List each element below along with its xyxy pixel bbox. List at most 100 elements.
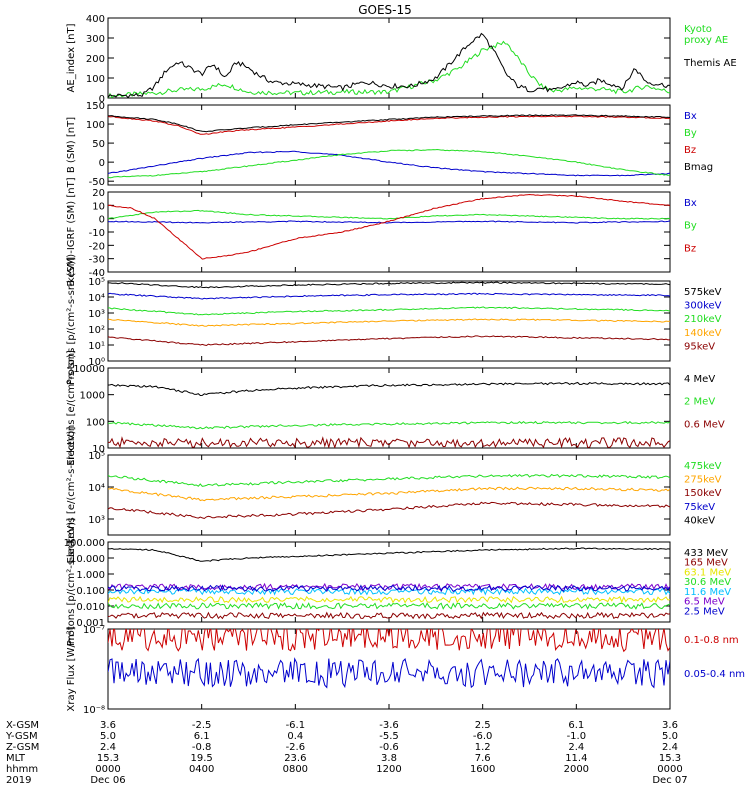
panel-frame xyxy=(107,191,671,273)
series-line-0-6-mev xyxy=(108,436,670,448)
series-line-bmag xyxy=(108,114,670,133)
y-axis-label: B (SM) [nT] xyxy=(66,117,77,173)
x-row-value: 2.4 xyxy=(568,742,584,753)
x-row-value: 0800 xyxy=(283,764,308,775)
y-tick-label: -10 xyxy=(89,228,105,239)
y-tick-label: 0 xyxy=(99,158,105,169)
y-tick-label: 10⁵ xyxy=(88,277,105,288)
y-tick-label: 10.000 xyxy=(70,554,105,565)
x-row-value: 2000 xyxy=(564,764,589,775)
series-line-bx xyxy=(108,150,670,177)
legend-label: Bx xyxy=(684,198,697,209)
legend-label: 575keV xyxy=(684,287,722,298)
y-tick-label: 10000 xyxy=(73,364,105,375)
series-line-575kev xyxy=(108,281,670,289)
legend-label: 0.6 MeV xyxy=(684,419,725,430)
legend-label: 6.5 MeV xyxy=(684,597,725,608)
series-line-2-mev xyxy=(108,420,670,430)
legend-label: 433 MeV xyxy=(684,548,728,559)
x-row-value: 5.0 xyxy=(100,731,116,742)
panel-2: -50 0 50 100 150 B (SM) [nT] Bx By Bz Bmag xyxy=(66,101,713,188)
y-axis-label: Protons [p/(cm²-s-sr-keV)] xyxy=(66,518,77,646)
x-row-label: Y-GSM xyxy=(5,731,38,742)
y-tick-label: 10³ xyxy=(88,515,105,526)
series-line-150kev xyxy=(108,501,670,520)
series-line-30-6-mev xyxy=(108,602,670,610)
legend-label: 140keV xyxy=(684,328,722,339)
x-row-value: 15.3 xyxy=(97,753,119,764)
y-tick-label: 10¹ xyxy=(88,341,105,352)
x-axis-table: X-GSM 3.6 -2.5 -6.1 -3.6 2.5 6.1 3.6 Y-GSM 5.0 6.1… xyxy=(5,720,688,786)
y-tick-label: 10³ xyxy=(88,309,105,320)
x-row-value: 6.1 xyxy=(568,720,584,731)
panel-6: 10³ 10⁴ 10⁵ Electrons [e/(cm²-s-sr-keV)] 475… xyxy=(66,426,722,563)
y-tick-label: 10⁻⁸ xyxy=(83,705,105,716)
series-line-275kev xyxy=(108,486,670,502)
series-line-6-5-mev xyxy=(108,582,670,591)
legend-label: 2.5 MeV xyxy=(684,606,725,617)
x-row-value: 2.4 xyxy=(100,742,116,753)
x-row-value: Dec 06 xyxy=(90,775,125,786)
x-row-value: 6.1 xyxy=(194,731,210,742)
x-row-value: 1200 xyxy=(376,764,401,775)
series-line-bz xyxy=(108,193,670,260)
x-row-value: Dec 07 xyxy=(652,775,687,786)
figure-title: GOES-15 xyxy=(358,3,412,17)
x-row-value: 11.4 xyxy=(565,753,587,764)
x-row-value: -0.8 xyxy=(192,742,212,753)
x-row-value: 0000 xyxy=(95,764,120,775)
panel-8: 10⁻⁸ 10⁻⁷ Xray Flux [W/m²] 0.1-0.8 nm 0.05-0… xyxy=(66,625,745,716)
x-row-value: 19.5 xyxy=(191,753,213,764)
y-tick-label: 200 xyxy=(86,54,105,65)
x-row-value: -2.6 xyxy=(286,742,306,753)
y-axis-label: Protons [p/(cm²-s-sr-keV)] xyxy=(66,257,77,385)
series-line-kyoto-proxy-ae xyxy=(108,40,670,98)
legend-label: By xyxy=(684,128,697,139)
series-group xyxy=(108,473,670,520)
legend-label: 210keV xyxy=(684,314,722,325)
series-group xyxy=(108,193,670,260)
legend-label: proxy AE xyxy=(684,35,728,46)
legend-label: 165 MeV xyxy=(684,558,728,569)
x-row-value: -6.0 xyxy=(473,731,493,742)
series-line-by xyxy=(108,148,670,179)
y-tick-label: 0 xyxy=(99,215,105,226)
y-tick-label: 100.000 xyxy=(64,538,105,549)
legend-label: Bz xyxy=(684,145,696,156)
y-tick-label: 50 xyxy=(92,139,105,150)
series-line-95kev xyxy=(108,335,670,347)
legend-label: 0.1-0.8 nm xyxy=(684,635,739,646)
panel-7: 0.001 0.010 0.100 1.000 10.000 100.000Protons… xyxy=(64,518,732,646)
x-row-value: -6.1 xyxy=(286,720,306,731)
panel-frame xyxy=(107,367,671,449)
y-tick-label: 10⁻⁷ xyxy=(83,625,105,636)
x-row-value: 2.4 xyxy=(662,742,678,753)
x-row-value: 7.6 xyxy=(475,753,491,764)
x-row-value: 15.3 xyxy=(659,753,681,764)
x-row-value: 2.5 xyxy=(475,720,491,731)
y-tick-label: 0 xyxy=(99,94,105,105)
series-line-2-5-mev xyxy=(108,584,670,593)
x-row-value: 5.0 xyxy=(662,731,678,742)
series-line-475kev xyxy=(108,473,670,487)
y-axis-label: Electrons [e/(cm²-s-sr-keV)] xyxy=(66,426,77,563)
y-tick-label: 10 xyxy=(92,444,105,455)
series-line-140kev xyxy=(108,318,670,327)
y-tick-label: 300 xyxy=(86,34,105,45)
series-line-themis-ae xyxy=(108,32,670,98)
y-tick-label: 10⁴ xyxy=(88,293,105,304)
y-tick-label: 100 xyxy=(86,120,105,131)
legend-label: 4 MeV xyxy=(684,374,715,385)
series-line-210kev xyxy=(108,306,670,316)
y-tick-label: -50 xyxy=(89,177,105,188)
series-line-bz xyxy=(108,115,670,135)
legend-label: Bz xyxy=(684,243,696,254)
y-tick-label: 10² xyxy=(88,325,105,336)
y-tick-label: 0.001 xyxy=(76,618,105,629)
legend-label: Bmag xyxy=(684,162,713,173)
x-row-label: hhmm xyxy=(6,764,38,775)
legend-label: 275keV xyxy=(684,475,722,486)
